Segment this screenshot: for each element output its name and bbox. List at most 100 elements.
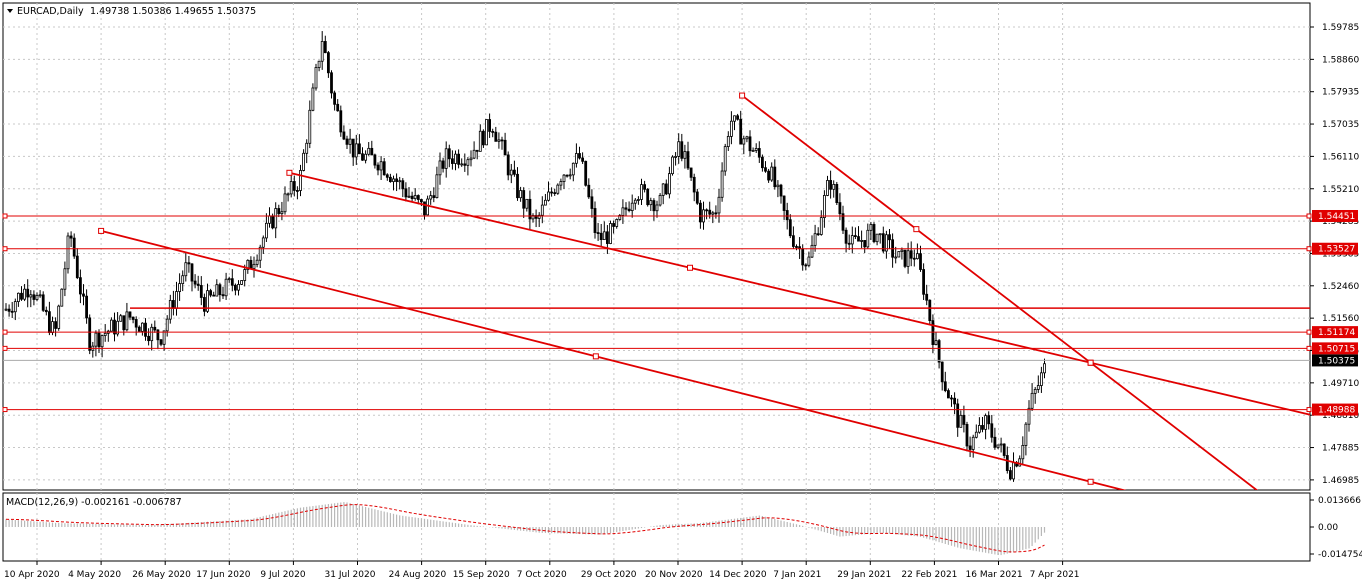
level-handle-left[interactable] [2, 407, 8, 413]
candle-body [565, 174, 569, 177]
candle-body [240, 280, 244, 285]
trendline[interactable] [100, 230, 1330, 543]
level-price-tag: 1.53527 [1312, 242, 1358, 255]
candle-body [537, 214, 541, 219]
chart-header: EURCAD,Daily 1.49738 1.50386 1.49655 1.5… [7, 6, 256, 17]
candle-body [110, 319, 113, 332]
candle-body [999, 443, 1003, 446]
trendline-handle[interactable] [739, 92, 746, 99]
trendline-handle[interactable] [913, 226, 920, 233]
trendline[interactable] [741, 94, 1330, 547]
candle-body [767, 170, 770, 181]
candle-body [553, 192, 557, 195]
candle-body [863, 240, 867, 248]
candle-body [181, 275, 185, 285]
candle-body [503, 139, 507, 156]
candle-body [333, 92, 337, 105]
candle-body [528, 198, 532, 220]
candle-body [708, 209, 712, 215]
candle-body [956, 403, 960, 428]
candle-body [810, 244, 814, 258]
macd-tick-label: 0.013666 [1318, 496, 1361, 506]
y-tick-label: 1.58860 [1322, 55, 1359, 65]
candle-body [1005, 455, 1009, 471]
candle-body [196, 283, 200, 286]
candle-body [416, 195, 420, 200]
candle-body [897, 251, 901, 258]
candle-body [429, 195, 433, 200]
level-handle-right[interactable] [1306, 345, 1312, 351]
level-handle-left[interactable] [2, 213, 8, 219]
x-tick-label: 24 Aug 2020 [389, 570, 447, 580]
candle-body [615, 219, 619, 227]
candle-body [491, 131, 495, 133]
candle-body [857, 236, 860, 242]
candle-body [171, 300, 175, 309]
trendline-handle[interactable] [1087, 359, 1094, 366]
candle-body [587, 184, 591, 198]
candle-body [252, 263, 256, 269]
candle-body [730, 120, 733, 137]
candle-body [513, 169, 516, 175]
candle-body [937, 340, 941, 363]
candle-body [714, 212, 718, 215]
macd-histogram [5, 502, 1046, 556]
candle-body [88, 317, 92, 351]
candle-body [894, 256, 898, 259]
candle-body [677, 141, 681, 157]
x-tick-label: 26 May 2020 [132, 570, 191, 580]
trendline-handle[interactable] [1087, 478, 1094, 485]
y-tick-label: 1.54285 [1322, 217, 1359, 227]
candle-body [379, 161, 383, 171]
candle-body [813, 233, 817, 246]
price-tag-bg [1312, 354, 1358, 367]
trendline[interactable] [289, 171, 1330, 420]
y-tick-label: 1.46985 [1322, 476, 1359, 486]
level-handle-right[interactable] [1306, 329, 1312, 335]
candle-body [612, 223, 615, 227]
candle-body [435, 174, 439, 199]
candle-body [795, 246, 798, 248]
candle-body [345, 138, 349, 145]
price-tag-label: 1.50375 [1318, 356, 1355, 366]
level-handle-left[interactable] [2, 345, 8, 351]
level-handle-right[interactable] [1306, 407, 1312, 413]
y-tick-label: 1.47885 [1322, 444, 1359, 454]
candle-body [559, 181, 563, 186]
dropdown-triangle-icon[interactable] [7, 9, 13, 13]
candle-body [357, 143, 361, 155]
candle-body [757, 148, 761, 158]
trendlines[interactable] [98, 92, 1330, 547]
trendline-handle[interactable] [286, 169, 293, 176]
candle-body [568, 174, 572, 177]
x-tick-label: 20 Nov 2020 [645, 570, 703, 580]
candle-body [689, 167, 693, 178]
candle-body [680, 141, 684, 159]
trendline-handle[interactable] [98, 227, 105, 234]
trendline-handle[interactable] [687, 264, 693, 271]
horizontal-levels[interactable] [2, 213, 1312, 413]
price-panel[interactable] [2, 2, 1311, 491]
candle-body [339, 110, 343, 133]
candle-body [764, 167, 767, 172]
candles [3, 31, 1310, 482]
candle-body [1027, 407, 1031, 425]
trendline-handle[interactable] [592, 353, 599, 360]
y-tick-label: 1.51560 [1322, 314, 1359, 324]
candle-body [993, 436, 997, 448]
level-handle-left[interactable] [2, 246, 8, 252]
candle-body [16, 292, 20, 303]
level-handle-right[interactable] [1306, 246, 1312, 252]
candle-body [29, 294, 33, 298]
level-handle-left[interactable] [2, 329, 8, 335]
candle-body [447, 148, 451, 160]
candle-body [875, 233, 879, 243]
level-handle-right[interactable] [1306, 213, 1312, 219]
time-axis[interactable]: 10 Apr 2020 4 May 2020 26 May 2020 17 Jun 2… [4, 561, 1080, 580]
candle-body [658, 194, 662, 206]
candle-body [227, 278, 231, 281]
candle-body [624, 207, 628, 210]
candle-body [847, 242, 851, 245]
candle-body [131, 316, 135, 320]
